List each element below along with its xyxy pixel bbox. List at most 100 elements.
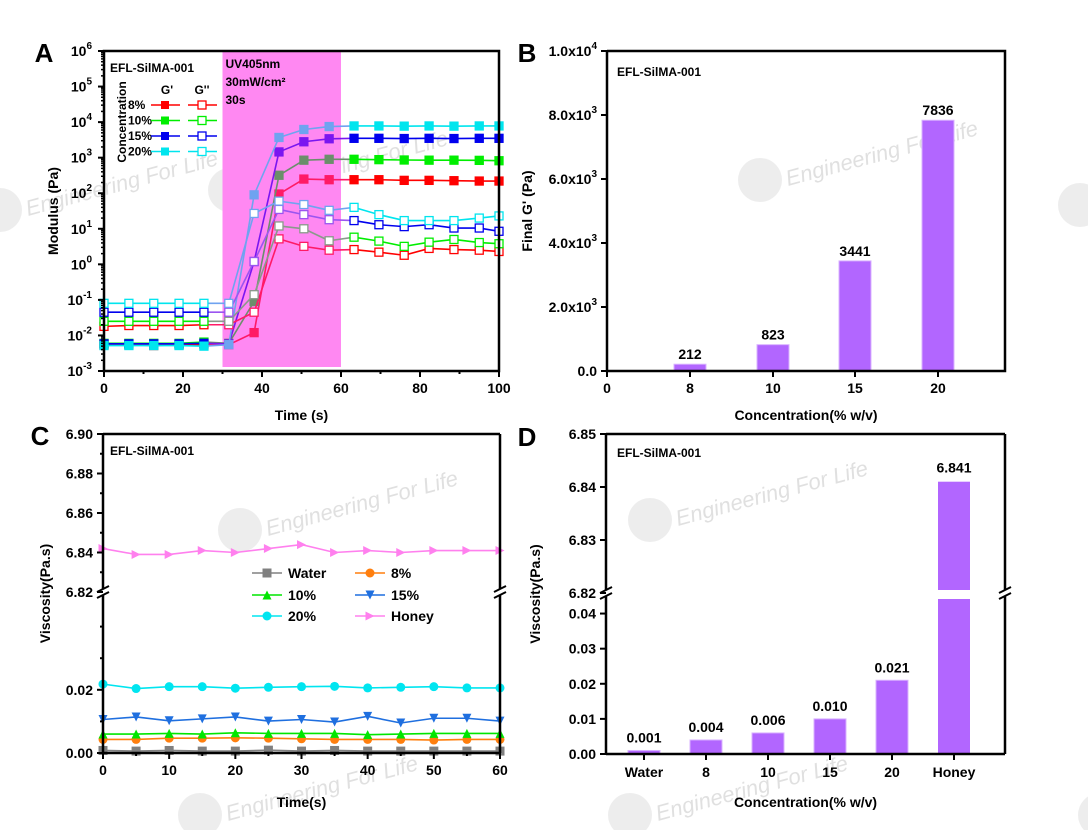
data-point (197, 714, 207, 724)
y-tick-label: 6.86 (66, 505, 93, 521)
legend-row-label: 15% (128, 129, 152, 143)
data-point (399, 133, 409, 144)
data-point (324, 236, 334, 246)
data-point (396, 682, 406, 692)
x-tick-label: 8 (686, 380, 694, 396)
x-axis-label: Time (s) (275, 407, 328, 423)
x-tick-label: 20 (930, 380, 946, 396)
bar-lower-segment (938, 599, 970, 754)
y-tick-label: 0.00 (569, 746, 596, 762)
y-tick-label: 101 (71, 219, 93, 237)
data-point (197, 546, 207, 556)
series-line-segment (228, 261, 255, 345)
watermark-logo-icon (608, 793, 652, 830)
data-point (365, 611, 375, 621)
data-point (462, 728, 472, 738)
y-tick-label: 0.03 (569, 641, 596, 657)
data-point (449, 215, 459, 226)
watermark-logo-icon (218, 508, 262, 552)
data-point (365, 568, 375, 578)
data-point (330, 728, 340, 738)
data-point (174, 316, 184, 326)
data-point (249, 208, 259, 219)
data-point (396, 746, 406, 756)
data-point (324, 175, 334, 185)
data-point (424, 133, 434, 143)
bar (875, 679, 909, 755)
x-tick-label: 20 (175, 380, 191, 396)
data-point (374, 121, 384, 131)
legend-marker-open (197, 100, 207, 110)
x-tick-label: 40 (360, 762, 376, 778)
data-point (299, 174, 309, 184)
data-point (199, 307, 209, 317)
x-tick-label: 10 (161, 762, 177, 778)
data-point (474, 133, 484, 143)
panel-b: 212 823 3441 7836 0 8 10 15 20 0.0 2.0x103 4.0x103 6… (518, 38, 1007, 423)
data-point (299, 155, 309, 165)
data-point (197, 729, 207, 739)
data-point (374, 220, 384, 230)
legend-row-label: 20% (128, 145, 152, 159)
data-point (297, 540, 306, 550)
data-point (365, 590, 375, 600)
watermark-logo-icon (1058, 183, 1088, 227)
data-point (174, 307, 184, 317)
data-point (474, 237, 484, 248)
legend-marker-open (197, 131, 207, 141)
legend-label: 15% (391, 587, 420, 603)
data-point (330, 548, 340, 557)
legend-marker-open (197, 146, 207, 157)
uv-label: 30s (226, 93, 246, 107)
y-tick-label: 2.0x103 (549, 297, 598, 315)
bar (813, 718, 847, 755)
data-point (199, 341, 209, 351)
bar-value-label: 7836 (922, 102, 953, 118)
y-tick-label: 6.0x103 (549, 169, 598, 187)
y-tick-label: 103 (71, 148, 93, 166)
legend-label: 20% (288, 608, 317, 624)
data-point (263, 728, 273, 738)
data-point (149, 316, 159, 326)
data-point (363, 683, 373, 693)
data-point (330, 681, 340, 691)
data-point (149, 298, 159, 308)
uv-label: 30mW/cm² (226, 75, 286, 89)
data-point (374, 154, 384, 165)
data-point (330, 717, 340, 727)
watermark-logo-icon (738, 158, 782, 202)
x-tick-label: 15 (847, 380, 863, 396)
data-point (399, 241, 409, 252)
data-point (164, 745, 174, 755)
y-tick-label: 10-2 (68, 325, 93, 343)
data-point (149, 340, 159, 351)
legend-label: Honey (391, 608, 434, 624)
sample-annotation: EFL-SilMA-001 (110, 444, 194, 458)
data-point (274, 132, 284, 143)
data-point (230, 728, 240, 738)
data-point (131, 729, 141, 739)
data-point (131, 549, 141, 559)
data-point (263, 544, 273, 554)
series-line-segment (253, 238, 280, 313)
data-point (474, 176, 484, 186)
data-point (297, 715, 306, 725)
axis-break-mark (493, 591, 507, 599)
data-point (429, 546, 439, 556)
data-point (224, 316, 234, 326)
data-point (474, 213, 484, 223)
data-point (462, 683, 472, 693)
data-point (396, 548, 406, 557)
data-point (374, 247, 384, 257)
data-point (274, 170, 284, 180)
data-point (131, 684, 141, 694)
axis-break-mark (96, 591, 110, 599)
panel-a: UV405nm 30mW/cm² 30s 0 20 40 60 80 100 106 105 104 1… (35, 38, 511, 423)
x-tick-label: 20 (228, 762, 244, 778)
data-point (399, 175, 409, 186)
x-axis-label: Time(s) (277, 794, 327, 810)
bar-value-label: 212 (678, 346, 702, 362)
bar (689, 739, 723, 755)
data-point (349, 133, 359, 143)
